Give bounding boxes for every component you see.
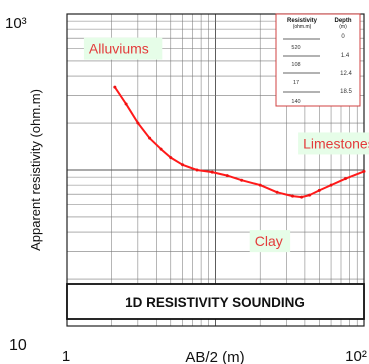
data-point (329, 183, 333, 187)
chart-title: 1D RESISTIVITY SOUNDING (125, 295, 305, 310)
x-axis-label: AB/2 (m) (185, 349, 244, 364)
annotation-bg (83, 37, 163, 60)
data-point (181, 163, 185, 167)
data-point (308, 193, 312, 197)
data-point (148, 136, 152, 140)
data-point (124, 102, 128, 106)
data-point (225, 174, 229, 178)
data-point (362, 169, 366, 173)
table-header-resistivity: Resistivity (287, 18, 318, 24)
table-resistivity-value: 108 (291, 62, 300, 68)
annotation-label: Limestones (298, 132, 369, 155)
data-point (290, 194, 294, 198)
data-point (240, 178, 244, 182)
legend-table: Resistivity (ohm.m) Depth (m) 0 520 1.4 … (275, 13, 361, 107)
data-point (136, 121, 140, 125)
table-resistivity-value: 17 (293, 80, 299, 86)
annotation-text: Limestones (303, 135, 369, 151)
data-point (317, 188, 321, 192)
y-axis-label: Apparent resistivity (ohm.m) (28, 89, 43, 251)
data-point (258, 183, 262, 187)
data-point (300, 195, 304, 199)
annotation-text: Clay (255, 233, 283, 249)
annotation-text: Alluviums (89, 41, 149, 57)
table-depth-value: 1.4 (341, 53, 350, 59)
series-marks (113, 85, 366, 199)
title-box: 1D RESISTIVITY SOUNDING (66, 283, 365, 320)
table-depth-value: 12.4 (340, 71, 352, 77)
annotation-bg (298, 132, 369, 155)
data-point (113, 85, 117, 89)
table-header-resistivity-unit: (ohm.m) (293, 24, 312, 30)
data-point (169, 156, 173, 160)
data-point (275, 190, 279, 194)
resistivity-curve (113, 86, 365, 199)
table-depth-value: 18.5 (340, 89, 352, 95)
table-resistivity-value: 520 (291, 45, 300, 51)
table-header-depth-unit: (m) (339, 24, 347, 30)
y-tick-bottom: 10 (9, 337, 27, 354)
table-resistivity-value: 140 (291, 99, 300, 105)
table-header-depth: Depth (335, 18, 352, 24)
annotation-label: Clay (249, 230, 291, 253)
data-point (343, 177, 347, 181)
data-point (159, 147, 163, 151)
annotation-layer: Alluviums Limestones Clay (83, 37, 369, 253)
data-point (210, 170, 214, 174)
data-point (195, 168, 199, 172)
table-depth-value: 0 (341, 34, 345, 40)
annotation-bg (249, 230, 291, 253)
x-tick-left: 1 (62, 348, 70, 364)
x-tick-right: 10² (345, 348, 367, 364)
annotation-label: Alluviums (83, 37, 163, 60)
y-tick-top: 10³ (5, 15, 27, 32)
